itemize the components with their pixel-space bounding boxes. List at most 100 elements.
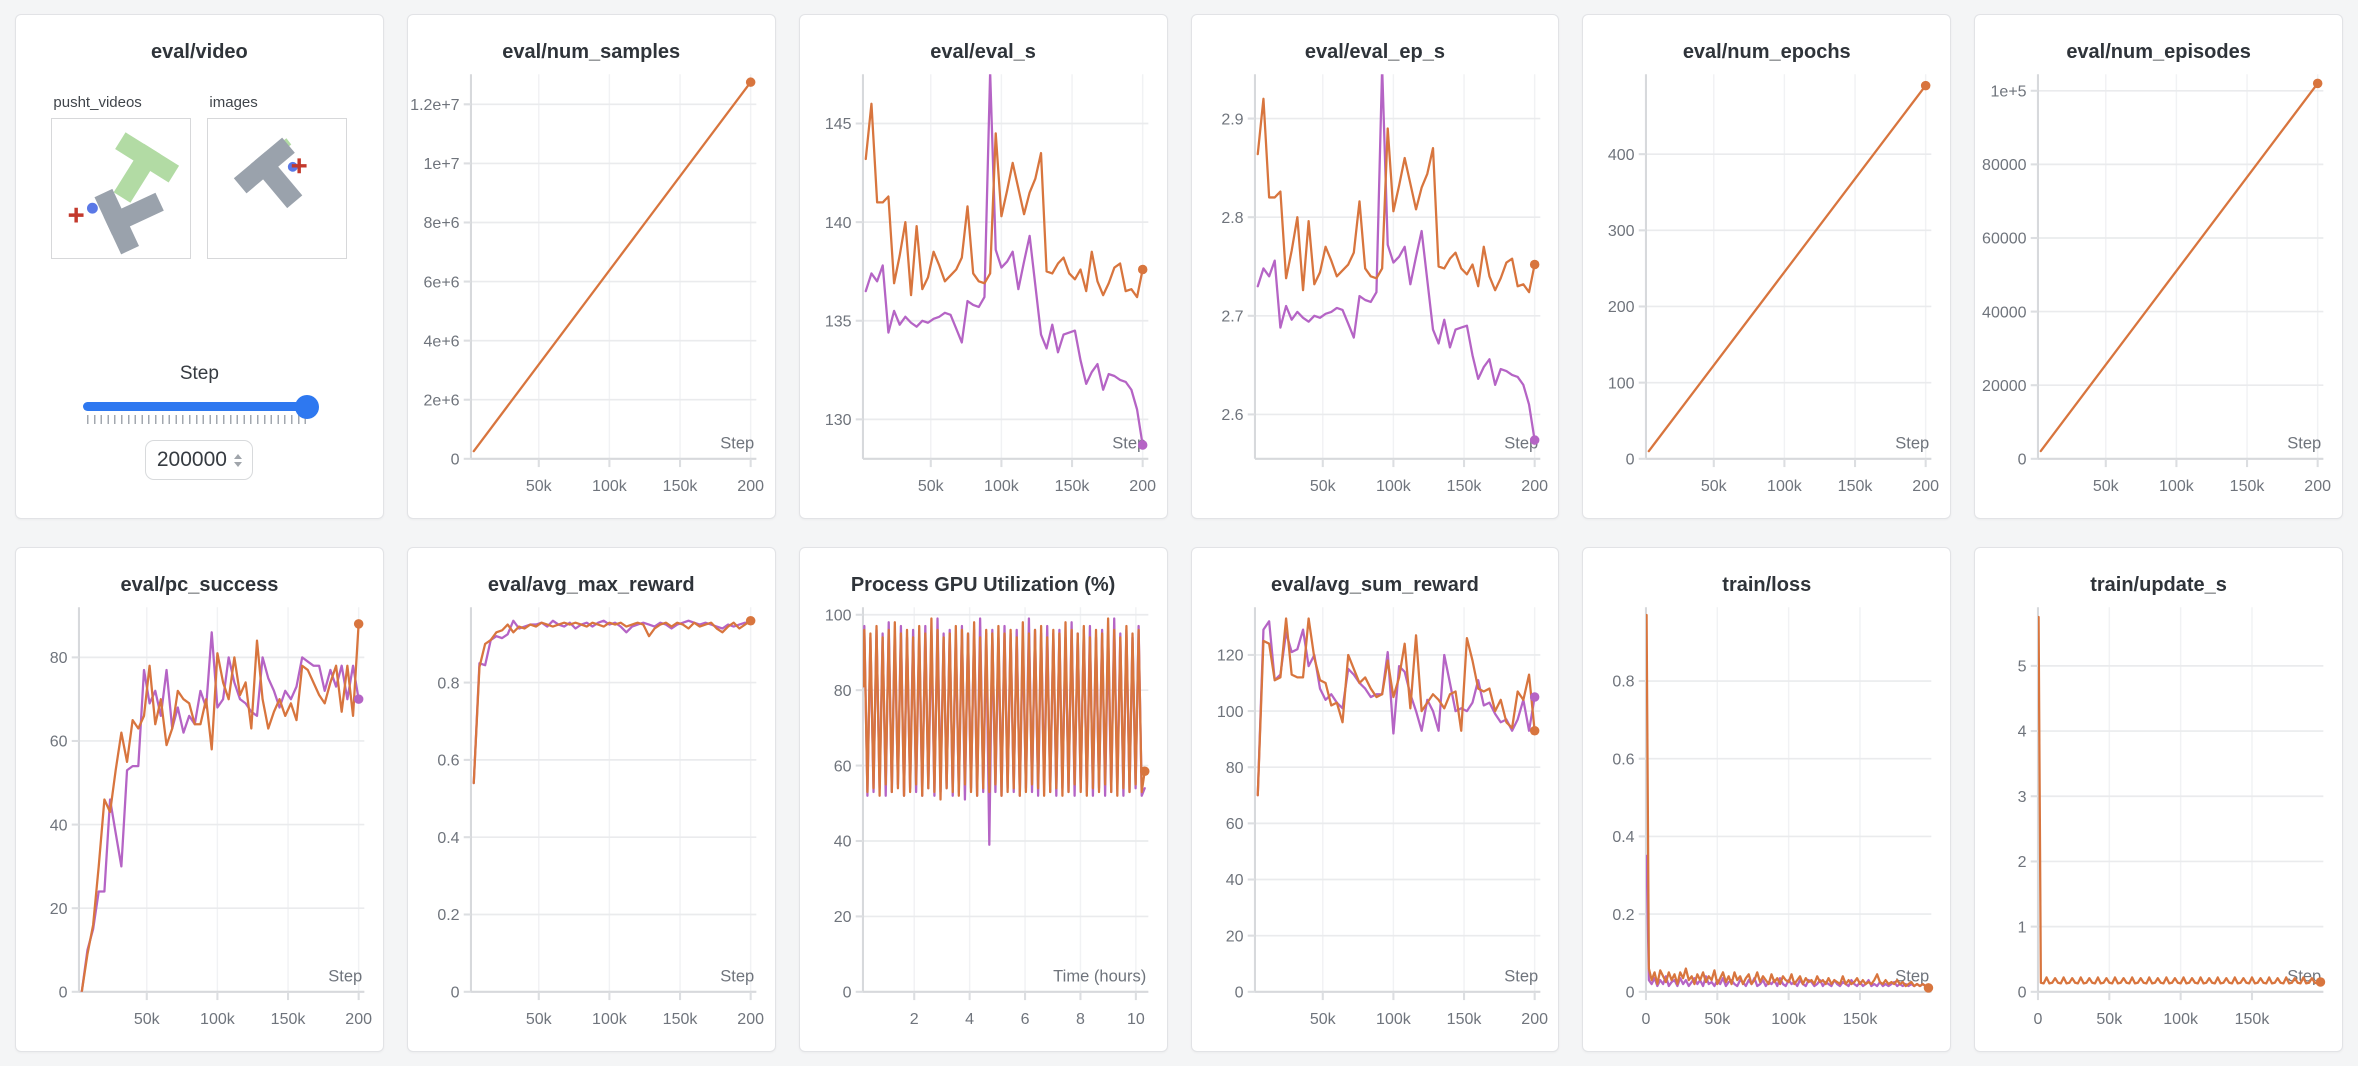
svg-text:40000: 40000 xyxy=(1982,303,2027,321)
chart-title: Process GPU Utilization (%) xyxy=(850,574,1116,596)
svg-text:100: 100 xyxy=(825,606,852,624)
chart-title: train/loss xyxy=(1722,574,1812,596)
svg-text:Step: Step xyxy=(720,966,754,985)
chart-eval-eval-ep-s[interactable]: 50k 100k 150k 200 2.6 2.7 2.8 2.9 Step xyxy=(1195,68,1556,513)
svg-text:100k: 100k xyxy=(200,1010,236,1028)
svg-text:1.2e+7: 1.2e+7 xyxy=(411,96,460,114)
svg-text:20: 20 xyxy=(833,908,851,926)
svg-text:200: 200 xyxy=(1521,477,1548,495)
panel-eval-num-epochs[interactable]: eval/num_epochs 50k 100k 150k 200 0 100 200 300… xyxy=(1582,14,1952,519)
svg-text:1: 1 xyxy=(2018,918,2027,936)
panel-eval-avg-max-reward[interactable]: eval/avg_max_reward 50k 100k 150k 200 0 0.2 0.… xyxy=(406,547,776,1052)
svg-text:60: 60 xyxy=(1225,815,1243,833)
chart-train-loss[interactable]: 0 50k 100k 150k 0 0.2 0.4 0.6 0.8 Step xyxy=(1586,601,1947,1046)
svg-text:0: 0 xyxy=(2018,984,2027,1002)
svg-text:130: 130 xyxy=(825,411,852,429)
svg-text:0: 0 xyxy=(1234,983,1243,1001)
svg-text:6: 6 xyxy=(1020,1010,1029,1028)
svg-text:100k: 100k xyxy=(1376,477,1412,495)
svg-text:Step: Step xyxy=(720,433,754,452)
panel-process-gpu-utilization[interactable]: Process GPU Utilization (%) 2 4 6 8 10 0 20 40 6… xyxy=(798,547,1168,1052)
video-thumb-images[interactable] xyxy=(207,118,348,259)
svg-text:50k: 50k xyxy=(1309,477,1336,495)
panel-eval-num-samples[interactable]: eval/num_samples 50k 100k 150k 200 0 2e+6 4e+6… xyxy=(406,14,776,519)
panel-eval-avg-sum-reward[interactable]: eval/avg_sum_reward 50k 100k 150k 200 0 20 40 6… xyxy=(1190,547,1560,1052)
svg-text:100k: 100k xyxy=(1767,477,1803,495)
panel-eval-pc-success[interactable]: eval/pc_success 50k 100k 150k 200 0 20 40 60 80 S… xyxy=(15,547,384,1052)
chart-title: eval/num_samples xyxy=(502,41,681,63)
panel-eval-eval-ep-s[interactable]: eval/eval_ep_s 50k 100k 150k 200 2.6 2.7 2.8 2.… xyxy=(1190,14,1560,519)
chart-title: eval/num_episodes xyxy=(2066,41,2251,63)
svg-text:60: 60 xyxy=(50,733,68,751)
svg-text:0: 0 xyxy=(59,983,68,1001)
panel-train-update-s[interactable]: train/update_s 0 50k 100k 150k 0 1 2 3 4 5 Step xyxy=(1974,547,2343,1052)
agent-dot xyxy=(87,202,99,214)
chart-eval-num-epochs[interactable]: 50k 100k 150k 200 0 100 200 300 400 Step xyxy=(1586,68,1947,513)
spinner-up-icon[interactable] xyxy=(233,453,242,459)
chart-eval-avg-max-reward[interactable]: 50k 100k 150k 200 0 0.2 0.4 0.6 0.8 Step xyxy=(411,601,772,1046)
svg-text:100k: 100k xyxy=(2163,1010,2199,1028)
svg-text:150k: 150k xyxy=(271,1010,307,1028)
svg-text:0.4: 0.4 xyxy=(1613,828,1635,846)
spinner-down-icon[interactable] xyxy=(233,461,242,467)
svg-text:200: 200 xyxy=(1913,477,1940,495)
chart-eval-pc-success[interactable]: 50k 100k 150k 200 0 20 40 60 80 Step xyxy=(19,601,380,1046)
chart-eval-avg-sum-reward[interactable]: 50k 100k 150k 200 0 20 40 60 80 100 120 Step xyxy=(1195,601,1556,1046)
svg-text:120: 120 xyxy=(1216,647,1243,665)
svg-text:Step: Step xyxy=(1896,433,1930,452)
video-label: pusht_videos xyxy=(53,94,142,111)
svg-text:150k: 150k xyxy=(1054,477,1090,495)
svg-text:1e+7: 1e+7 xyxy=(423,155,459,173)
svg-text:8e+6: 8e+6 xyxy=(423,214,459,232)
svg-text:140: 140 xyxy=(825,214,852,232)
svg-text:200: 200 xyxy=(1521,1010,1548,1028)
svg-text:50k: 50k xyxy=(1309,1010,1336,1028)
svg-text:50k: 50k xyxy=(134,1010,161,1028)
svg-text:20: 20 xyxy=(1225,927,1243,945)
svg-text:150k: 150k xyxy=(662,1010,698,1028)
svg-text:0: 0 xyxy=(2018,451,2027,469)
chart-eval-num-samples[interactable]: 50k 100k 150k 200 0 2e+6 4e+6 6e+6 8e+6 1e+7 1.2e+… xyxy=(411,68,772,513)
svg-text:150k: 150k xyxy=(2235,1010,2271,1028)
svg-text:80: 80 xyxy=(50,649,68,667)
chart-title: eval/avg_max_reward xyxy=(487,574,695,596)
svg-text:100k: 100k xyxy=(984,477,1020,495)
chart-eval-num-episodes[interactable]: 50k 100k 150k 200 0 20000 40000 60000 80000 1e+5 S… xyxy=(1978,68,2339,513)
step-value-input[interactable]: 200000 xyxy=(145,440,254,480)
svg-text:2.6: 2.6 xyxy=(1221,406,1243,424)
svg-text:Step: Step xyxy=(328,966,362,985)
svg-text:80: 80 xyxy=(833,682,851,700)
panel-train-loss[interactable]: train/loss 0 50k 100k 150k 0 0.2 0.4 0.6 0.8 Step xyxy=(1582,547,1952,1052)
number-spinner xyxy=(233,453,242,467)
svg-text:100k: 100k xyxy=(592,1010,628,1028)
svg-text:2: 2 xyxy=(2018,853,2027,871)
svg-text:0: 0 xyxy=(1626,983,1635,1001)
svg-text:135: 135 xyxy=(825,312,852,330)
svg-text:2: 2 xyxy=(909,1010,918,1028)
svg-text:100: 100 xyxy=(1608,374,1635,392)
chart-title: eval/pc_success xyxy=(120,574,279,596)
chart-eval-eval-s[interactable]: 50k 100k 150k 200 130 135 140 145 Step xyxy=(803,68,1164,513)
video-label: images xyxy=(209,94,258,111)
svg-text:100: 100 xyxy=(1216,703,1243,721)
svg-text:300: 300 xyxy=(1608,222,1635,240)
svg-text:8: 8 xyxy=(1076,1010,1085,1028)
svg-text:40: 40 xyxy=(833,833,851,851)
svg-text:3: 3 xyxy=(2018,788,2027,806)
svg-text:50k: 50k xyxy=(526,1010,553,1028)
panel-eval-video[interactable]: eval/video pusht_videos xyxy=(15,14,384,519)
panel-eval-eval-s[interactable]: eval/eval_s 50k 100k 150k 200 130 135 140 145 St… xyxy=(798,14,1168,519)
svg-text:Step: Step xyxy=(1112,433,1146,452)
video-thumb-pusht[interactable] xyxy=(51,118,192,259)
video-thumbnails: pusht_videos xyxy=(16,94,383,259)
svg-text:2.7: 2.7 xyxy=(1221,307,1243,325)
step-slider[interactable] xyxy=(83,394,320,419)
svg-text:400: 400 xyxy=(1608,146,1635,164)
panel-eval-num-episodes[interactable]: eval/num_episodes 50k 100k 150k 200 0 20000 40… xyxy=(1974,14,2343,519)
slider-ruler-ticks xyxy=(87,415,312,424)
svg-text:0: 0 xyxy=(2034,1010,2043,1028)
svg-text:4: 4 xyxy=(2018,723,2027,741)
step-slider-thumb[interactable] xyxy=(295,394,320,419)
